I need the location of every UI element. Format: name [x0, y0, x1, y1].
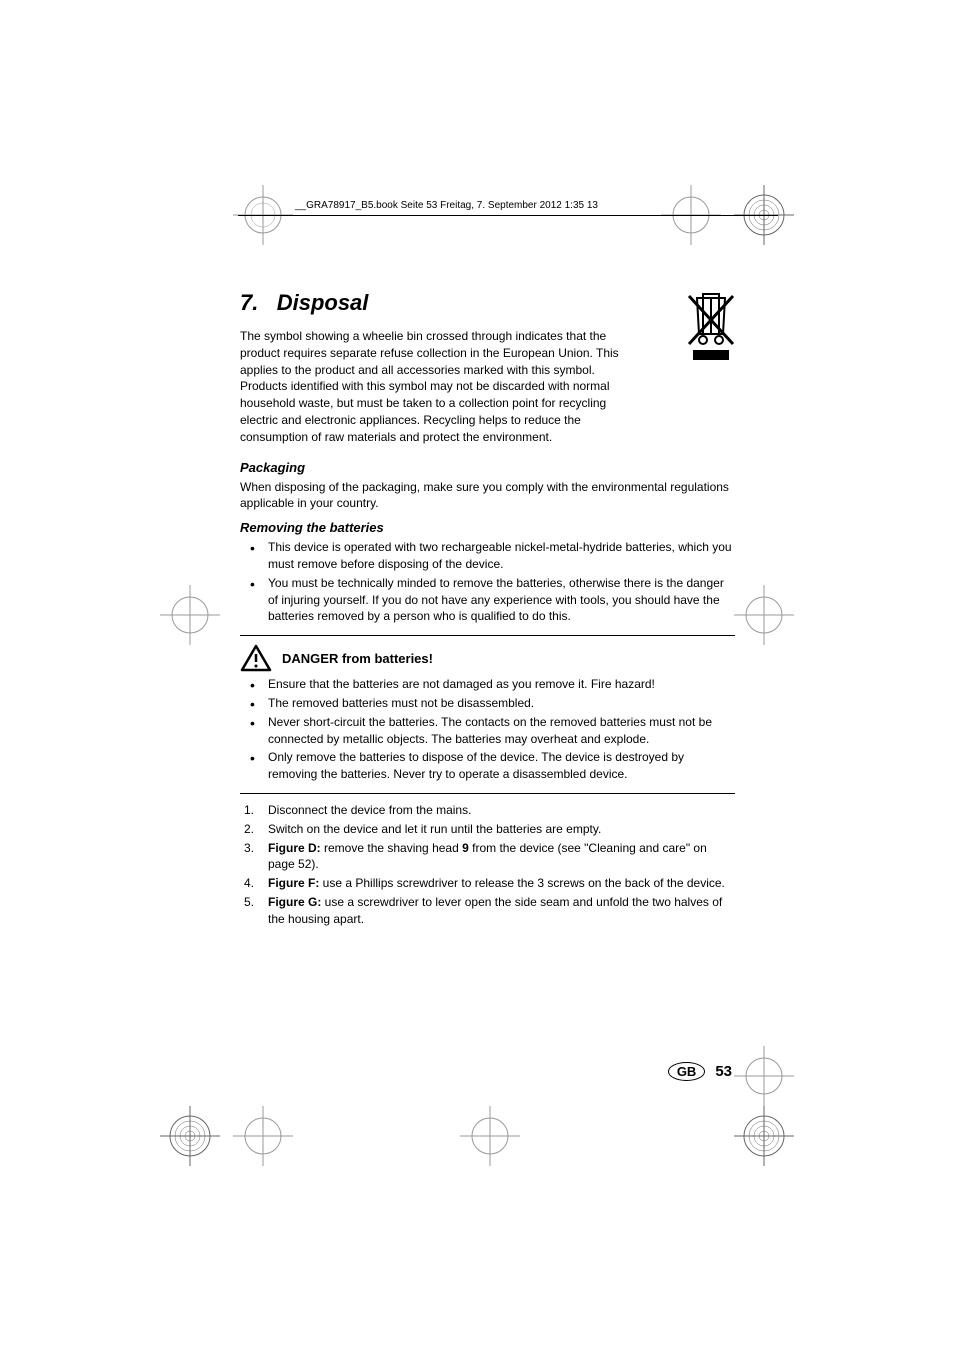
section-title-text: Disposal	[277, 290, 369, 315]
disposal-intro-text: The symbol showing a wheelie bin crossed…	[240, 328, 640, 446]
crop-mark-bottom-right-upper	[734, 1046, 794, 1106]
main-content: 7. Disposal The symbol showing a wheelie…	[240, 290, 735, 930]
page-number: 53	[715, 1063, 732, 1080]
crop-mark-mid-left	[160, 585, 220, 645]
danger-list: Ensure that the batteries are not damage…	[240, 676, 735, 783]
divider	[240, 635, 735, 636]
list-item: You must be technically minded to remove…	[240, 575, 735, 625]
weee-bin-icon	[683, 290, 739, 362]
section-number: 7.	[240, 290, 258, 315]
danger-header: DANGER from batteries!	[240, 644, 735, 672]
list-item: 2.Switch on the device and let it run un…	[240, 821, 735, 838]
crop-mark-bottom-left-inner	[233, 1106, 293, 1166]
list-item: This device is operated with two recharg…	[240, 539, 735, 573]
danger-title: DANGER from batteries!	[282, 651, 433, 666]
country-badge: GB	[668, 1062, 706, 1081]
packaging-title: Packaging	[240, 460, 735, 475]
removing-batteries-list: This device is operated with two recharg…	[240, 539, 735, 625]
list-item: Only remove the batteries to dispose of …	[240, 749, 735, 783]
list-item: 4.Figure F: use a Phillips screwdriver t…	[240, 875, 735, 892]
list-item: 3.Figure D: remove the shaving head 9 fr…	[240, 840, 735, 874]
list-item: 5.Figure G: use a screwdriver to lever o…	[240, 894, 735, 928]
crop-mark-bottom-center	[460, 1106, 520, 1166]
crop-mark-bottom-right-outer	[734, 1106, 794, 1166]
list-item: The removed batteries must not be disass…	[240, 695, 735, 712]
page-footer: GB 53	[668, 1062, 732, 1081]
section-title: 7. Disposal	[240, 290, 735, 316]
list-item: Never short-circuit the batteries. The c…	[240, 714, 735, 748]
crop-mark-mid-right	[734, 585, 794, 645]
crop-mark-bottom-left-outer	[160, 1106, 220, 1166]
packaging-text: When disposing of the packaging, make su…	[240, 479, 735, 513]
list-item: 1.Disconnect the device from the mains.	[240, 802, 735, 819]
divider	[240, 793, 735, 794]
warning-triangle-icon	[240, 644, 272, 672]
removing-batteries-title: Removing the batteries	[240, 520, 735, 535]
page-header-text: __GRA78917_B5.book Seite 53 Freitag, 7. …	[295, 200, 598, 211]
page-header-line	[238, 215, 778, 216]
list-item: Ensure that the batteries are not damage…	[240, 676, 735, 693]
steps-list: 1.Disconnect the device from the mains. …	[240, 802, 735, 928]
